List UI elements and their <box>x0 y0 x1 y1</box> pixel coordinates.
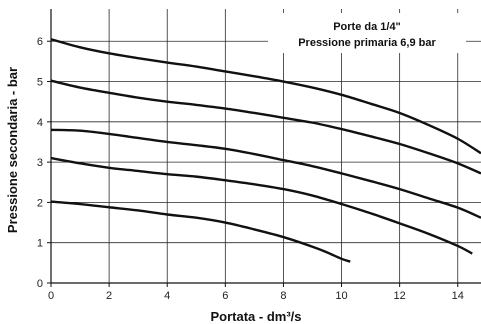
x-tick-label: 8 <box>280 290 286 302</box>
y-tick-label: 5 <box>37 77 43 89</box>
y-axis-title: Pressione secondaria - bar <box>5 67 20 233</box>
y-tick-label: 1 <box>37 238 43 250</box>
y-tick-label: 3 <box>37 157 43 169</box>
x-tick-label: 14 <box>452 290 464 302</box>
y-tick-label: 6 <box>37 36 43 48</box>
grid <box>51 9 481 283</box>
series-curve-3 <box>50 128 481 219</box>
series-curve-4 <box>50 156 473 255</box>
annotation-line-1: Porte da 1/4" <box>333 21 401 33</box>
series-curve-1 <box>50 38 481 155</box>
y-tick-label: 4 <box>37 117 43 129</box>
annotation-box <box>268 13 466 53</box>
x-tick-label: 12 <box>394 290 406 302</box>
series-curve-5 <box>50 200 351 263</box>
x-tick-label: 0 <box>48 290 54 302</box>
y-tick-label: 0 <box>37 278 43 290</box>
x-tick-label: 6 <box>222 290 228 302</box>
annotation-line-2: Pressione primaria 6,9 bar <box>298 37 436 49</box>
axes <box>50 9 481 284</box>
y-tick-label: 2 <box>37 197 43 209</box>
series-curve-2 <box>50 79 481 175</box>
curves <box>50 38 481 263</box>
x-tick-label: 4 <box>164 290 170 302</box>
x-axis-title: Portata - dm³/s <box>210 309 301 324</box>
x-tick-label: 10 <box>335 290 347 302</box>
x-tick-label: 2 <box>106 290 112 302</box>
